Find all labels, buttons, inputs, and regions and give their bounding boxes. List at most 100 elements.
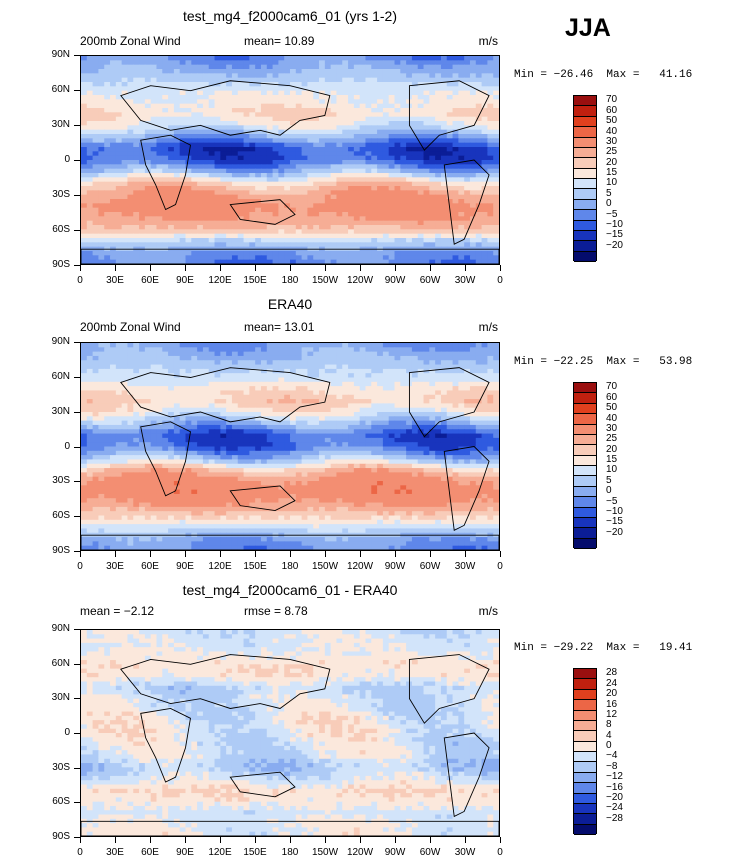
field-cell bbox=[92, 116, 100, 122]
field-cell bbox=[104, 360, 111, 366]
field-cell bbox=[423, 160, 430, 165]
field-cell bbox=[429, 390, 436, 396]
field-cell bbox=[133, 242, 140, 248]
field-cell bbox=[464, 351, 471, 357]
field-cell bbox=[469, 203, 477, 209]
field-cell bbox=[359, 386, 367, 392]
field-cell bbox=[290, 199, 297, 204]
field-cell bbox=[249, 138, 256, 144]
field-cell bbox=[144, 412, 152, 417]
field-cell bbox=[110, 186, 117, 191]
field-cell bbox=[266, 177, 274, 183]
field-cell bbox=[284, 368, 291, 374]
field-cell bbox=[319, 173, 326, 178]
field-cell bbox=[191, 77, 198, 83]
field-cell bbox=[446, 82, 454, 87]
field-cell bbox=[464, 203, 471, 209]
field-cell bbox=[411, 108, 419, 113]
field-cell bbox=[98, 412, 105, 417]
field-cell bbox=[330, 403, 338, 409]
field-cell bbox=[400, 168, 407, 174]
field-cell bbox=[110, 164, 117, 170]
field-cell bbox=[133, 355, 140, 361]
field-cell bbox=[272, 99, 279, 105]
field-cell bbox=[429, 99, 436, 105]
lon-tick-mark bbox=[395, 265, 396, 271]
field-cell bbox=[458, 177, 465, 183]
field-cell bbox=[423, 394, 430, 400]
field-cell bbox=[231, 160, 239, 165]
field-cell bbox=[272, 203, 279, 209]
field-cell bbox=[162, 225, 169, 230]
field-cell bbox=[144, 116, 152, 122]
field-cell bbox=[220, 407, 227, 413]
field-cell bbox=[226, 220, 233, 226]
field-cell bbox=[162, 73, 169, 79]
field-cell bbox=[231, 77, 239, 83]
field-cell bbox=[452, 412, 459, 417]
field-cell bbox=[220, 164, 227, 170]
field-cell bbox=[429, 386, 436, 392]
field-cell bbox=[301, 168, 309, 174]
field-cell bbox=[81, 64, 88, 70]
field-cell bbox=[179, 242, 187, 248]
field-cell bbox=[423, 381, 430, 387]
field-cell bbox=[336, 424, 343, 430]
field-cell bbox=[388, 82, 396, 87]
field-cell bbox=[92, 386, 100, 392]
field-cell bbox=[313, 155, 320, 161]
field-cell bbox=[272, 255, 279, 261]
field-cell bbox=[231, 116, 239, 122]
field-cell bbox=[115, 125, 123, 131]
field-cell bbox=[481, 212, 488, 217]
field-cell bbox=[243, 412, 250, 417]
field-cell bbox=[394, 251, 401, 256]
field-cell bbox=[400, 138, 407, 144]
field-cell bbox=[162, 186, 169, 191]
field-cell bbox=[319, 351, 326, 357]
field-cell bbox=[237, 155, 245, 161]
field-cell bbox=[168, 155, 175, 161]
field-cell bbox=[348, 355, 355, 361]
field-cell bbox=[156, 199, 163, 204]
field-cell bbox=[133, 203, 140, 209]
field-cell bbox=[313, 207, 320, 213]
field-cell bbox=[365, 420, 372, 426]
field-cell bbox=[220, 207, 227, 213]
field-cell bbox=[197, 90, 204, 96]
field-cell bbox=[144, 343, 152, 348]
field-cell bbox=[330, 238, 338, 243]
field-cell bbox=[266, 108, 274, 113]
field-cell bbox=[162, 64, 169, 70]
field-cell bbox=[202, 360, 210, 366]
field-cell bbox=[388, 142, 396, 148]
field-cell bbox=[220, 399, 227, 404]
field-cell bbox=[417, 412, 425, 417]
field-cell bbox=[162, 229, 169, 235]
field-cell bbox=[493, 142, 499, 148]
field-cell bbox=[307, 412, 314, 417]
field-cell bbox=[144, 108, 152, 113]
field-cell bbox=[377, 116, 384, 122]
field-cell bbox=[377, 343, 384, 348]
field-cell bbox=[464, 373, 471, 379]
field-cell bbox=[98, 394, 105, 400]
field-cell bbox=[348, 64, 355, 70]
field-cell bbox=[110, 134, 117, 139]
field-cell bbox=[92, 64, 100, 70]
field-cell bbox=[260, 125, 268, 131]
field-cell bbox=[214, 86, 221, 92]
field-cell bbox=[417, 203, 425, 209]
field-cell bbox=[202, 255, 210, 261]
field-cell bbox=[469, 412, 477, 417]
field-cell bbox=[226, 225, 233, 230]
field-cell bbox=[382, 233, 390, 239]
field-cell bbox=[324, 160, 332, 165]
field-cell bbox=[214, 121, 221, 126]
field-cell bbox=[226, 186, 233, 191]
field-cell bbox=[394, 160, 401, 165]
field-cell bbox=[319, 64, 326, 70]
field-cell bbox=[139, 364, 146, 370]
field-cell bbox=[272, 194, 279, 200]
field-cell bbox=[231, 138, 239, 144]
